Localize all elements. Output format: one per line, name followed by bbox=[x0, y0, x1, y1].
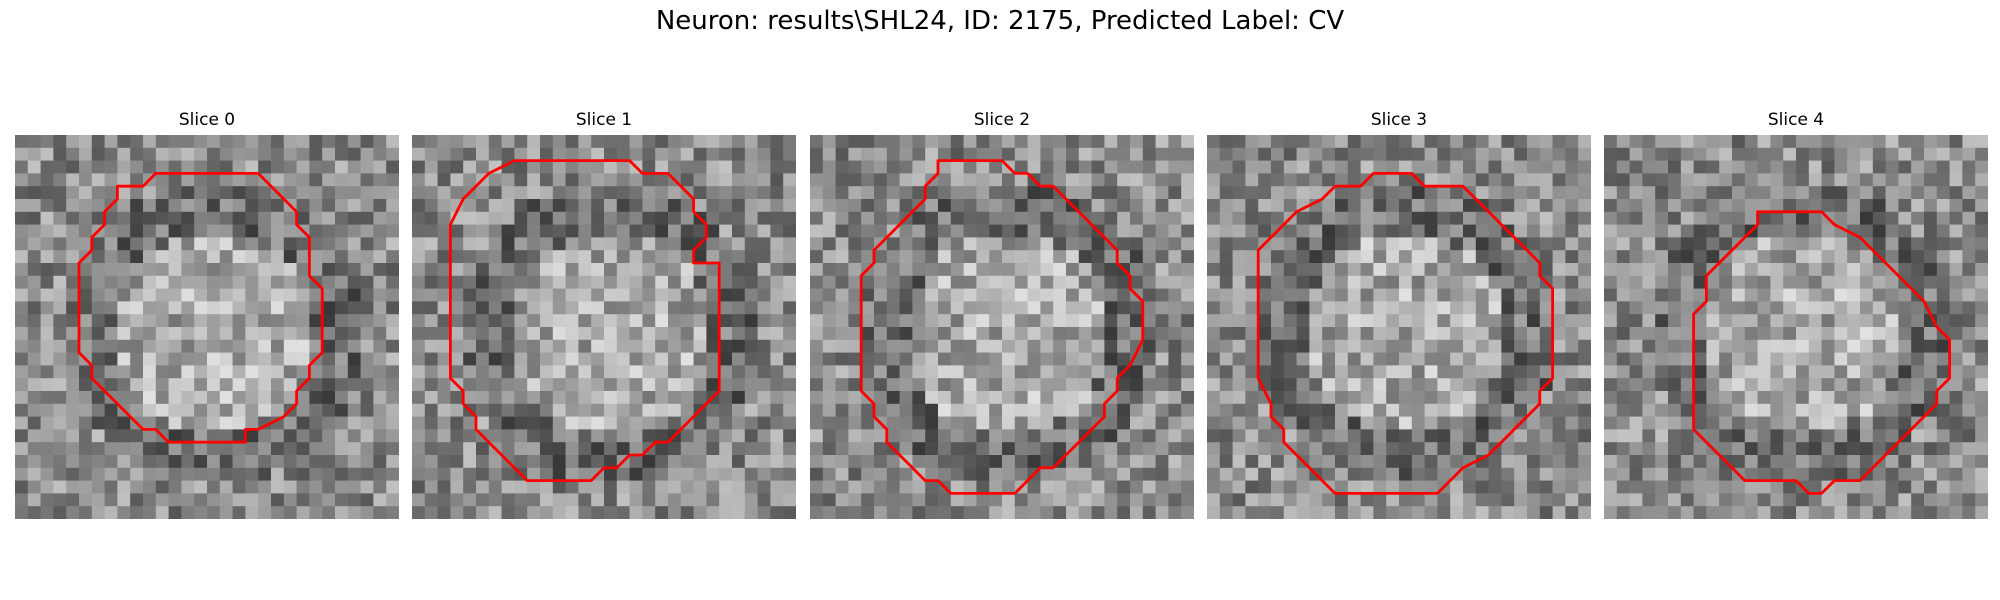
contour-outline bbox=[859, 159, 1145, 495]
slice-title: Slice 1 bbox=[575, 110, 633, 130]
slice-image bbox=[412, 135, 796, 519]
contour-outline bbox=[448, 159, 721, 483]
slice-panel-3: Slice 3 bbox=[1207, 105, 1591, 519]
contour-outline bbox=[1256, 171, 1555, 495]
slice-title: Slice 3 bbox=[1370, 110, 1428, 130]
slice-image bbox=[15, 135, 399, 519]
slice-panel-4: Slice 4 bbox=[1604, 105, 1988, 519]
slice-panel-0: Slice 0 bbox=[15, 105, 399, 519]
slice-image bbox=[810, 135, 1194, 519]
slice-panel-2: Slice 2 bbox=[810, 105, 1194, 519]
slice-image bbox=[1207, 135, 1591, 519]
slice-panel-1: Slice 1 bbox=[412, 105, 796, 519]
contour-outline bbox=[1692, 210, 1952, 495]
slice-title: Slice 2 bbox=[973, 110, 1031, 130]
contour-outline bbox=[77, 171, 324, 444]
slice-title: Slice 4 bbox=[1767, 110, 1825, 130]
figure-title: Neuron: results\SHL24, ID: 2175, Predict… bbox=[655, 6, 1345, 36]
slice-image bbox=[1604, 135, 1988, 519]
slice-title: Slice 0 bbox=[178, 110, 236, 130]
